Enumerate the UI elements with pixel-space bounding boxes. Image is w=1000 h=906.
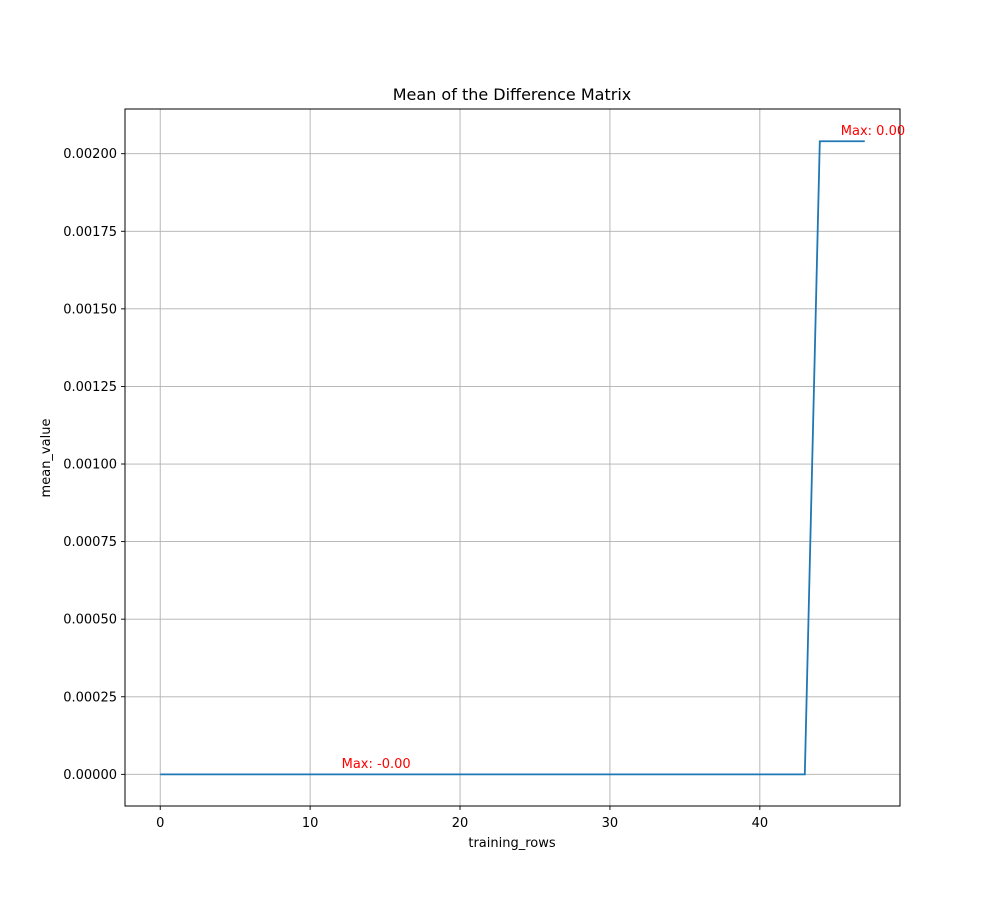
- x-tick-label: 30: [602, 816, 619, 831]
- max-annotation: Max: -0.00: [342, 757, 411, 772]
- y-tick-label: 0.00100: [63, 458, 117, 473]
- y-tick-label: 0.00125: [63, 380, 117, 395]
- x-tick-label: 10: [302, 816, 319, 831]
- x-tick-label: 40: [752, 816, 769, 831]
- chart-title: Mean of the Difference Matrix: [393, 85, 631, 104]
- y-tick-label: 0.00025: [63, 690, 117, 705]
- y-tick-label: 0.00175: [63, 225, 117, 240]
- x-axis-title: training_rows: [468, 836, 556, 851]
- grid-lines: [125, 109, 900, 806]
- y-tick-label: 0.00000: [63, 768, 117, 783]
- y-axis: 0.00000 0.00025 0.00050 0.00075 0.00100 0.001…: [63, 147, 125, 783]
- max-annotation: Max: 0.00: [841, 124, 905, 139]
- y-tick-label: 0.00150: [63, 302, 117, 317]
- x-tick-label: 20: [452, 816, 469, 831]
- axes-frame: [124, 108, 901, 807]
- annotations: Max: -0.00 Max: 0.00: [342, 124, 906, 772]
- series-line: [160, 140, 865, 776]
- x-axis: 0 10 20 30 40: [156, 806, 768, 831]
- y-tick-label: 0.00050: [63, 613, 117, 628]
- plot-series: [160, 140, 865, 776]
- y-axis-title: mean_value: [39, 419, 54, 498]
- y-tick-label: 0.00200: [63, 147, 117, 162]
- y-tick-label: 0.00075: [63, 535, 117, 550]
- x-tick-label: 0: [156, 816, 164, 831]
